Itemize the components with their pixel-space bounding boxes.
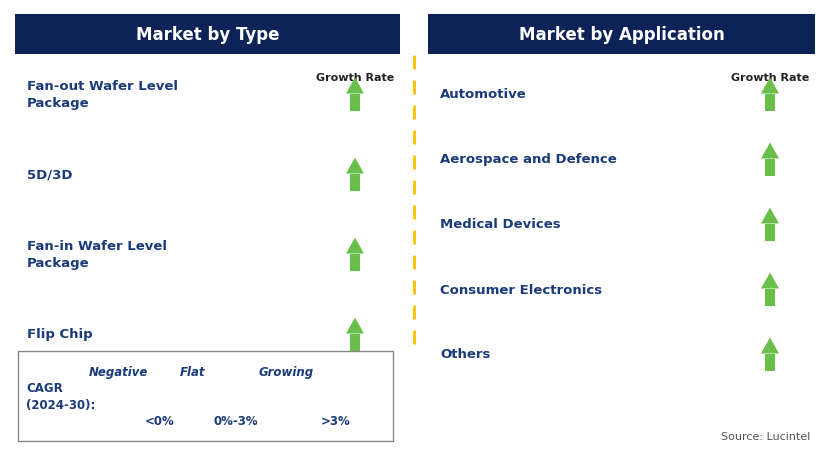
Text: Fan-out Wafer Level
Package: Fan-out Wafer Level Package: [27, 80, 178, 110]
Text: Market by Application: Market by Application: [518, 26, 724, 44]
FancyBboxPatch shape: [18, 351, 392, 441]
Polygon shape: [219, 392, 238, 401]
FancyBboxPatch shape: [15, 15, 400, 55]
Polygon shape: [760, 208, 778, 224]
Text: Fan-in Wafer Level
Package: Fan-in Wafer Level Package: [27, 240, 166, 269]
Polygon shape: [349, 174, 359, 191]
Text: Source: Lucintel: Source: Lucintel: [720, 431, 809, 441]
Polygon shape: [238, 388, 253, 404]
Text: Growing: Growing: [258, 365, 313, 378]
Polygon shape: [764, 159, 774, 176]
Polygon shape: [764, 94, 774, 111]
Polygon shape: [764, 354, 774, 371]
Text: >3%: >3%: [320, 414, 350, 427]
Text: <0%: <0%: [145, 414, 175, 427]
Polygon shape: [345, 158, 363, 174]
Polygon shape: [764, 289, 774, 306]
Text: Automotive: Automotive: [440, 88, 526, 101]
Text: Medical Devices: Medical Devices: [440, 218, 560, 231]
Polygon shape: [760, 143, 778, 159]
Text: Aerospace and Defence: Aerospace and Defence: [440, 153, 616, 166]
Polygon shape: [760, 273, 778, 289]
FancyBboxPatch shape: [427, 15, 814, 55]
Text: Growth Rate: Growth Rate: [315, 73, 393, 83]
Text: Flat: Flat: [180, 365, 205, 378]
Polygon shape: [349, 254, 359, 271]
Polygon shape: [760, 338, 778, 354]
Text: Flip Chip: Flip Chip: [27, 328, 93, 341]
Polygon shape: [363, 396, 372, 409]
Text: Growth Rate: Growth Rate: [730, 73, 808, 83]
Polygon shape: [156, 384, 164, 397]
Text: Others: Others: [440, 348, 490, 361]
Polygon shape: [360, 384, 375, 396]
Text: Negative: Negative: [89, 365, 147, 378]
Polygon shape: [345, 318, 363, 334]
Polygon shape: [349, 94, 359, 111]
Text: 5D/3D: 5D/3D: [27, 168, 72, 181]
Polygon shape: [345, 78, 363, 94]
Polygon shape: [760, 78, 778, 94]
Text: Market by Type: Market by Type: [136, 26, 279, 44]
Polygon shape: [345, 238, 363, 254]
Polygon shape: [152, 397, 167, 409]
Text: 0%-3%: 0%-3%: [214, 414, 258, 427]
Polygon shape: [764, 224, 774, 241]
Text: CAGR
(2024-30):: CAGR (2024-30):: [26, 381, 95, 411]
Polygon shape: [349, 334, 359, 351]
Text: Consumer Electronics: Consumer Electronics: [440, 283, 601, 296]
